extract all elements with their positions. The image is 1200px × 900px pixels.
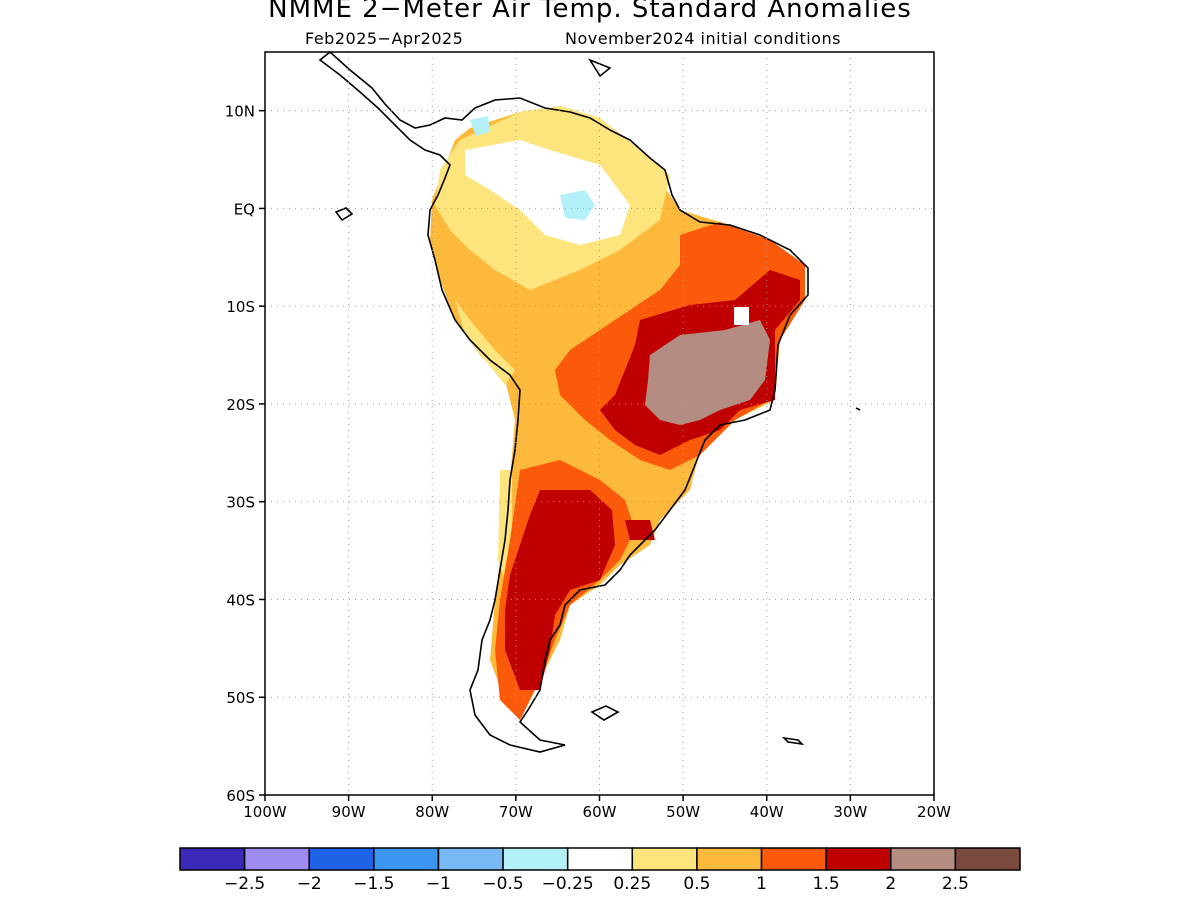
axis-ticks: 100W 90W 80W 70W 60W 50W 40W 30W 20W 10N EQ 10S 20S 3… xyxy=(225,103,951,821)
coastline-fernando xyxy=(855,407,861,411)
colorbar-swatch xyxy=(566,847,634,871)
colorbar-swatch xyxy=(954,847,1021,871)
colorbar-label: 0.25 xyxy=(613,874,651,894)
coastline-galapagos xyxy=(334,207,354,222)
anomaly-region-cool-colombia xyxy=(470,116,490,136)
colorbar-swatch xyxy=(308,847,375,871)
lon-tick-label: 80W xyxy=(415,803,449,821)
lat-tick-label: 10N xyxy=(225,103,255,121)
coastline-south-georgia xyxy=(781,736,805,746)
colorbar-label: −0.25 xyxy=(542,874,594,894)
lon-tick-label: 60W xyxy=(583,803,617,821)
colorbar-swatch xyxy=(373,847,440,871)
lon-tick-label: 20W xyxy=(917,803,951,821)
anomaly-region-cool-venezuela xyxy=(560,190,595,220)
initial-conditions: November2024 initial conditions xyxy=(565,29,841,48)
lon-tick-label: 40W xyxy=(750,803,784,821)
lon-tick-label: 50W xyxy=(666,803,700,821)
colorbar-swatch xyxy=(502,847,569,871)
colorbar: −2.5 −2 −1.5 −1 −0.5 −0.25 0.25 0.5 1 1.5 2 2.5 xyxy=(179,847,1021,894)
anomaly-missing-cell xyxy=(734,307,749,325)
anomaly-region-1.5-2-argentina xyxy=(505,490,615,690)
map-title: NMME 2−Meter Air Temp. Standard Anomalie… xyxy=(268,0,912,24)
colorbar-swatch xyxy=(243,847,310,871)
lon-tick-label: 70W xyxy=(499,803,533,821)
lon-tick-label: 100W xyxy=(243,803,287,821)
lat-tick-label: 40S xyxy=(226,591,255,609)
lat-tick-label: 50S xyxy=(226,689,255,707)
coastline-cuba xyxy=(588,58,612,78)
colorbar-label: 1 xyxy=(756,874,767,894)
colorbar-swatch xyxy=(890,847,957,871)
anomaly-region-neutral-north xyxy=(465,140,630,245)
colorbar-swatch xyxy=(437,847,504,871)
colorbar-label: 2.5 xyxy=(942,874,969,894)
colorbar-swatch xyxy=(825,847,892,871)
lat-tick-label: 30S xyxy=(226,494,255,512)
colorbar-label: 2 xyxy=(885,874,896,894)
lon-tick-label: 30W xyxy=(833,803,867,821)
anomaly-region-0.25-0.5-andes xyxy=(455,300,515,385)
lat-tick-label: 10S xyxy=(226,298,255,316)
lat-tick-label: 60S xyxy=(226,787,255,805)
anomaly-region-1.5-2-uruguay xyxy=(625,520,655,540)
lat-tick-label: EQ xyxy=(234,200,255,218)
colorbar-label: −2 xyxy=(297,874,322,894)
colorbar-label: 0.5 xyxy=(683,874,710,894)
colorbar-label: −0.5 xyxy=(482,874,523,894)
lat-tick-label: 20S xyxy=(226,396,255,414)
colorbar-swatch xyxy=(631,847,698,871)
anomaly-region-2-2.5 xyxy=(645,320,770,425)
lon-tick-label: 90W xyxy=(332,803,366,821)
colorbar-label: −2.5 xyxy=(224,874,265,894)
colorbar-label: −1 xyxy=(426,874,451,894)
colorbar-swatch xyxy=(696,847,763,871)
colorbar-swatch xyxy=(760,847,827,871)
anomaly-shading xyxy=(430,106,805,720)
coastline-falklands xyxy=(590,705,620,721)
colorbar-label: −1.5 xyxy=(353,874,394,894)
colorbar-swatch xyxy=(179,847,246,871)
forecast-period: Feb2025−Apr2025 xyxy=(305,29,464,48)
colorbar-label: 1.5 xyxy=(813,874,840,894)
